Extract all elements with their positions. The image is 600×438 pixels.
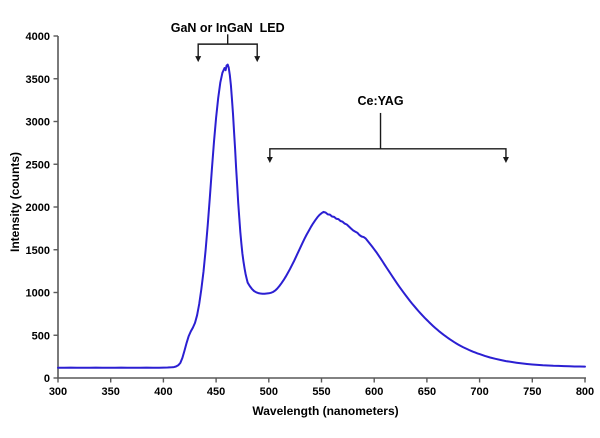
y-tick-label: 3500 — [26, 74, 50, 86]
x-tick-label: 600 — [365, 386, 383, 398]
down-arrow-icon — [502, 156, 509, 163]
y-tick-label: 1000 — [26, 288, 50, 300]
x-tick-label: 350 — [102, 386, 120, 398]
x-tick-label: 650 — [418, 386, 436, 398]
tick-labels: 300 350 400 450 500 550 600 650 700 750 800 0 500 100… — [26, 31, 595, 398]
tick-marks — [53, 35, 586, 383]
x-tick-label: 750 — [523, 386, 541, 398]
y-tick-label: 2000 — [26, 202, 50, 214]
down-arrow-icon — [266, 156, 273, 163]
y-tick-label: 0 — [44, 373, 50, 385]
down-arrow-icon — [254, 56, 261, 63]
y-tick-label: 4000 — [26, 31, 50, 43]
y-tick-label: 3000 — [26, 117, 50, 129]
annotation-label-led: GaN or InGaN LED — [171, 21, 285, 35]
x-axis-title: Wavelength (nanometers) — [252, 404, 398, 418]
bracket-1 — [269, 148, 507, 159]
x-tick-label: 300 — [49, 386, 67, 398]
x-tick-label: 550 — [312, 386, 330, 398]
x-tick-label: 500 — [260, 386, 278, 398]
x-tick-label: 800 — [576, 386, 594, 398]
x-tick-label: 700 — [470, 386, 488, 398]
x-tick-label: 400 — [154, 386, 172, 398]
annotation-brackets — [195, 34, 509, 163]
y-tick-label: 2500 — [26, 159, 50, 171]
axes — [57, 36, 586, 379]
down-arrow-icon — [195, 56, 202, 63]
bracket-0 — [197, 43, 258, 59]
y-axis-title: Intensity (counts) — [8, 152, 22, 252]
y-tick-label: 1500 — [26, 245, 50, 257]
annotation-label-ceyag: Ce:YAG — [357, 94, 403, 108]
y-tick-label: 500 — [32, 330, 50, 342]
spectrum-curve — [57, 63, 586, 369]
x-tick-label: 450 — [207, 386, 225, 398]
